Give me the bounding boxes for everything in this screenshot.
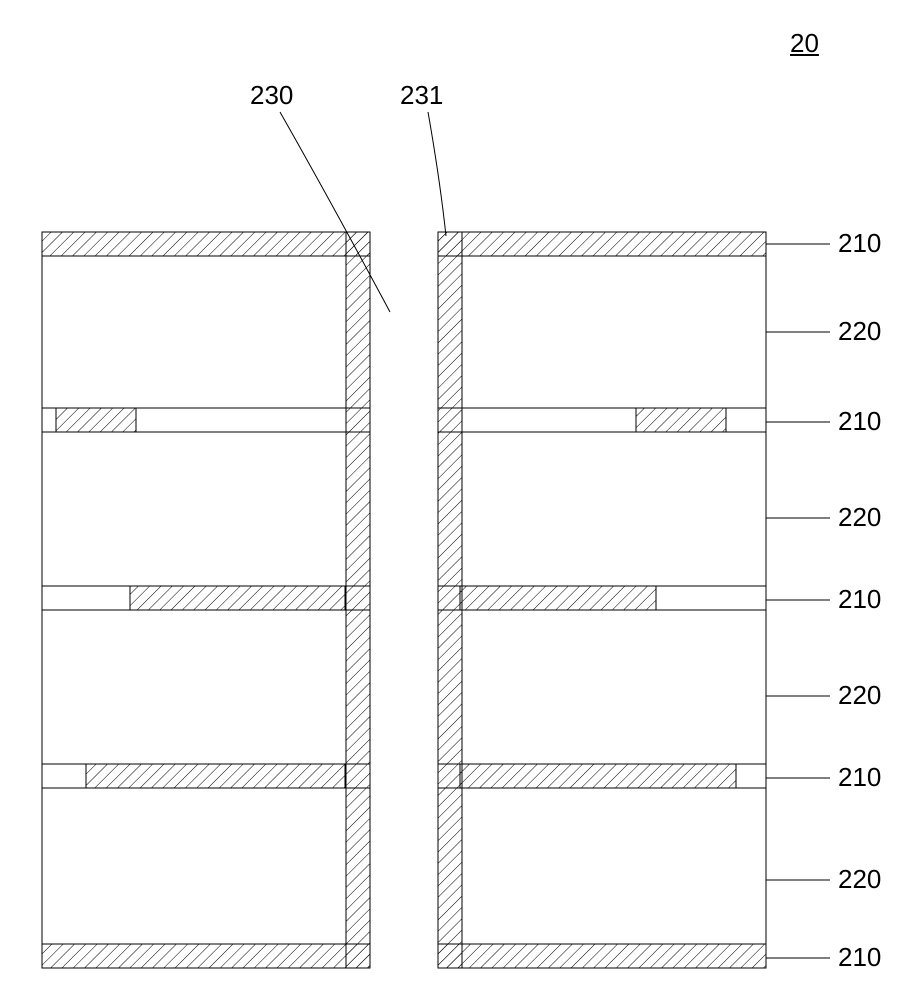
callout-r4: 210 [838, 584, 881, 615]
callout-r5: 220 [838, 680, 881, 711]
callout-r0: 210 [838, 228, 881, 259]
callout-r3: 220 [838, 502, 881, 533]
callout-230: 230 [250, 80, 293, 111]
callout-r6: 210 [838, 762, 881, 793]
figure-title: 20 [790, 28, 819, 59]
diagram-svg [0, 0, 908, 1000]
callout-231: 231 [400, 80, 443, 111]
callout-r2: 210 [838, 406, 881, 437]
callout-r1: 220 [838, 316, 881, 347]
callout-r7: 220 [838, 864, 881, 895]
callout-r8: 210 [838, 942, 881, 973]
